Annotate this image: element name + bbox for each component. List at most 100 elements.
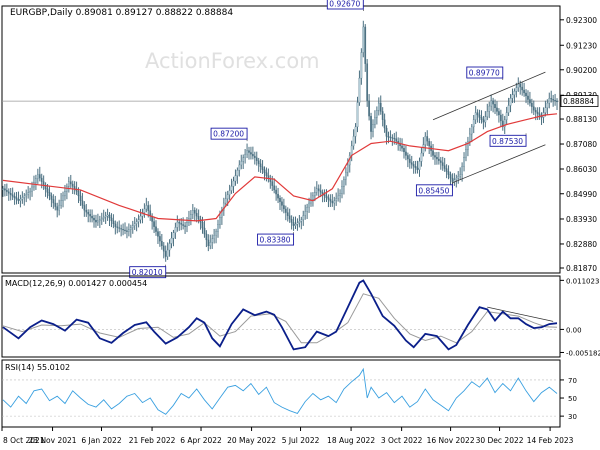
candle-body (157, 231, 159, 237)
candle-body (408, 158, 411, 163)
candle-body (38, 174, 41, 179)
candle-body (337, 195, 339, 199)
candle-body (465, 149, 467, 158)
candle-body (329, 199, 332, 202)
candle-body (538, 113, 541, 116)
candle-body (31, 186, 33, 192)
candle-body (79, 195, 82, 201)
candle-body (13, 196, 16, 198)
candle-body (389, 136, 392, 138)
price-y-tick-label: 0.90200 (566, 66, 597, 75)
candle-body (314, 192, 316, 197)
candle-body (259, 163, 262, 167)
candle-body (438, 158, 440, 161)
annotation-box (257, 233, 295, 246)
candle-body (306, 207, 308, 212)
candle-body (443, 165, 446, 169)
candle-body (368, 100, 370, 117)
candle-body (128, 229, 130, 232)
candle-body (331, 201, 334, 204)
candle-body (441, 162, 444, 166)
candle-body (447, 171, 450, 175)
candle-body (234, 175, 237, 182)
candle-body (478, 114, 481, 118)
candle-body (85, 210, 88, 213)
candle-body (405, 151, 407, 156)
candle-body (308, 202, 310, 208)
price-y-tick-label: 0.91230 (566, 41, 597, 50)
candle-body (507, 105, 510, 113)
candle-body (73, 186, 76, 189)
candle-body (215, 231, 217, 236)
candle-body (174, 227, 177, 233)
candle-body (209, 242, 212, 247)
watermark: ActionForex.com (145, 49, 320, 73)
candle-body (265, 172, 268, 176)
candle-body (426, 136, 429, 142)
candle-body (252, 154, 254, 157)
candle-body (317, 188, 320, 191)
candle-body (490, 100, 493, 107)
moving-average-line (2, 113, 558, 222)
candle-body (370, 116, 372, 132)
candle-body (232, 180, 235, 187)
candle-body (544, 107, 547, 113)
candle-body (226, 194, 229, 200)
current-price-box (560, 95, 599, 107)
candle-body (360, 52, 363, 79)
candle-body (517, 83, 520, 88)
annotation-box (210, 127, 248, 140)
candle-body (106, 214, 109, 217)
candle-body (500, 114, 502, 122)
candle-body (281, 201, 283, 206)
candle-body (298, 221, 301, 223)
annotation-label: 0.87200 (213, 130, 244, 139)
price-y-tick-label: 0.84990 (566, 190, 597, 199)
candle-body (253, 155, 256, 158)
candle-body (211, 238, 214, 243)
candle-body (552, 99, 555, 101)
macd-panel-frame (1, 275, 561, 358)
candle-body (50, 195, 53, 200)
candle-body (129, 227, 132, 230)
candle-body (190, 214, 192, 219)
price-series (2, 20, 558, 262)
candle-body (377, 102, 380, 111)
annotation-box (326, 0, 364, 10)
x-tick-label: 23 Nov 2021 (29, 436, 77, 445)
candle-body (354, 126, 357, 137)
annotation-box (489, 134, 527, 147)
candle-body (9, 193, 12, 195)
candle-body (455, 177, 458, 180)
candle-body (62, 195, 64, 201)
candle-body (56, 206, 59, 211)
candle-body (35, 178, 37, 183)
candle-body (339, 193, 341, 197)
candle-body (19, 198, 22, 201)
candle-body (439, 160, 442, 163)
candle-body (222, 202, 225, 211)
candle-body (98, 219, 101, 222)
candle-body (147, 205, 150, 211)
candle-body (83, 205, 86, 211)
rsi-y-tick-label: 30 (568, 413, 577, 421)
candle-body (482, 119, 485, 123)
candle-body (46, 188, 49, 193)
macd-signal-line (2, 293, 558, 344)
price-panel: EURGBP,Daily 0.89081 0.89127 0.88822 0.8… (1, 0, 599, 279)
candle-body (255, 157, 258, 161)
candle-body (327, 197, 330, 200)
candle-body (300, 219, 303, 222)
annotation-label: 0.82010 (132, 268, 163, 277)
candle-body (383, 119, 386, 129)
candle-body (155, 226, 157, 232)
candle-body (263, 169, 266, 173)
candle-body (139, 215, 142, 220)
candle-body (205, 233, 208, 241)
x-tick-label: 5 Jul 2022 (282, 436, 320, 445)
candle-body (428, 141, 431, 147)
candle-body (519, 83, 522, 88)
candle-body (356, 102, 359, 128)
candle-body (160, 240, 163, 247)
